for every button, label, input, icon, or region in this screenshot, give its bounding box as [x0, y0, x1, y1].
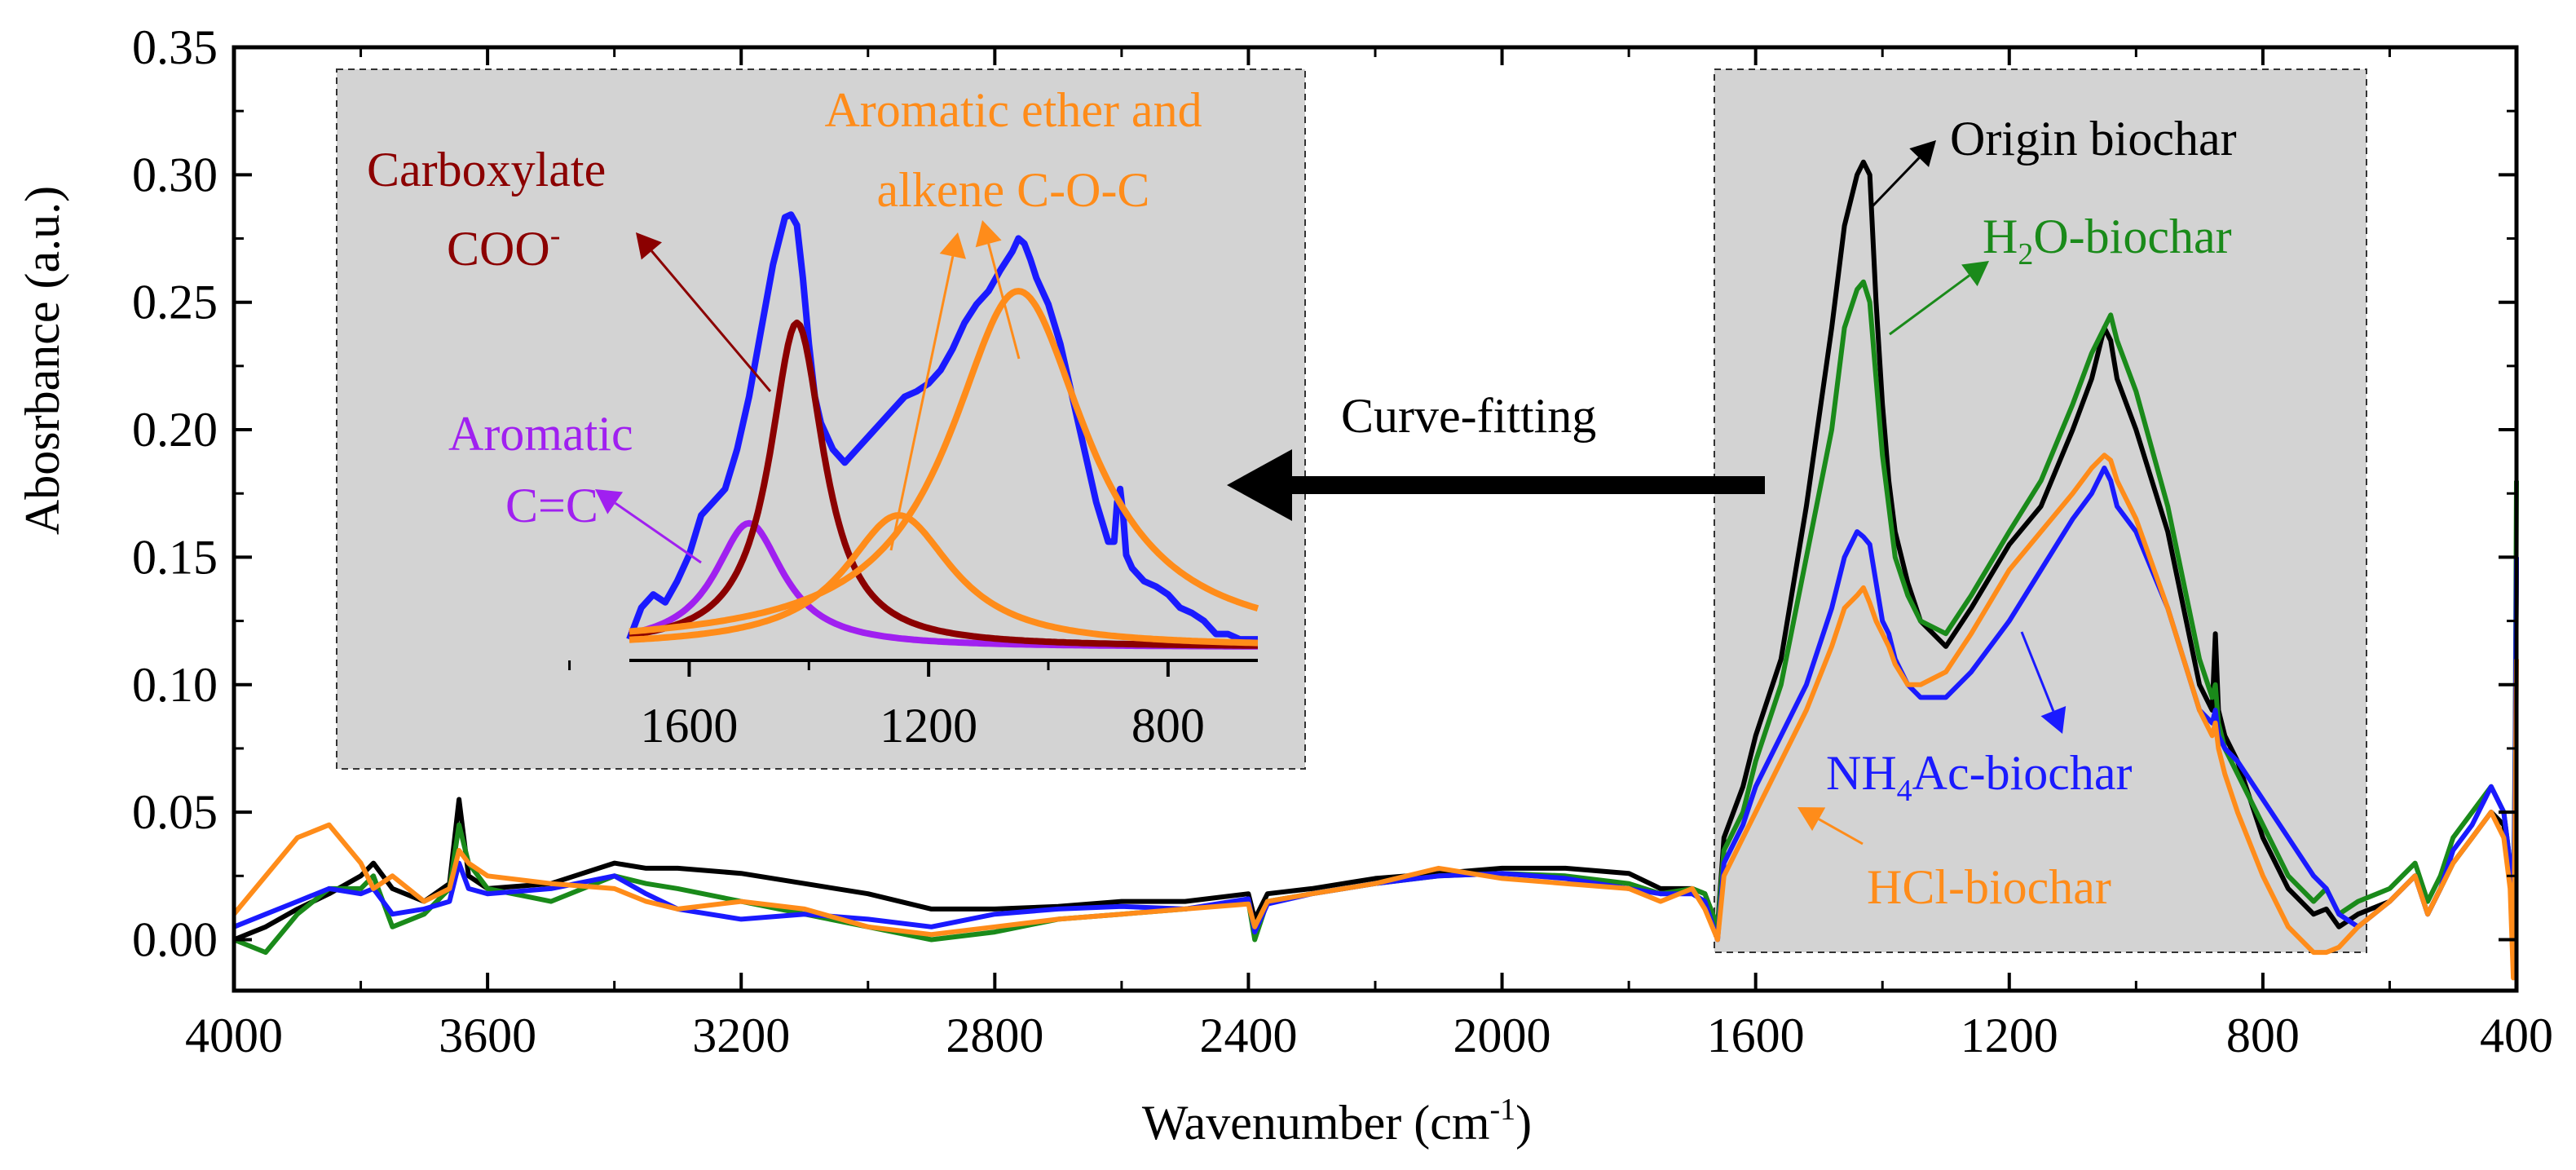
annot-cc: C=C	[505, 479, 598, 532]
c-o-c-arrow-2-shaft	[987, 243, 1021, 360]
series-line-1	[232, 279, 2519, 956]
y-tick-label: 0.05	[132, 785, 218, 839]
annot-curve-fitting: Curve-fitting	[1341, 389, 1596, 443]
curve-fitting-arrow	[1227, 449, 1765, 521]
hcl-arrow-head	[1797, 807, 1826, 832]
c-o-c-arrow-2-head	[975, 220, 1002, 248]
c-o-c-arrow-2	[975, 220, 1021, 360]
c-o-c-arrow-1-head	[939, 232, 966, 259]
series-line-3	[232, 453, 2519, 981]
annot-aromatic: Aromatic	[448, 407, 633, 461]
h2o-arrow	[1889, 261, 1989, 336]
y-tick-label: 0.00	[132, 912, 218, 966]
y-tick-label: 0.25	[132, 276, 218, 329]
nh4ac-arrow-shaft	[2020, 631, 2055, 712]
inset-curve-3	[629, 512, 1259, 647]
y-tick-label: 0.10	[132, 658, 218, 712]
x-tick-label: 400	[2480, 1009, 2553, 1062]
annot-hcl-biochar: HCl-biochar	[1867, 860, 2111, 914]
annot-alkene-coc: alkene C-O-C	[877, 163, 1150, 217]
aromatic-arrow	[595, 489, 702, 564]
carboxylate-arrow-head	[636, 232, 662, 260]
highlight-region	[1714, 68, 2367, 953]
h2o-arrow-shaft	[1889, 274, 1970, 336]
x-tick-label: 2800	[946, 1009, 1043, 1062]
x-tick-label: 3200	[692, 1009, 790, 1062]
nh4ac-arrow-head	[2040, 706, 2067, 734]
nh4ac-arrow	[2020, 631, 2067, 734]
h2o-arrow-head	[1961, 261, 1989, 287]
x-tick-label: 1600	[1707, 1009, 1805, 1062]
inset-x-tick-label: 800	[1131, 699, 1205, 753]
x-tick-label: 2000	[1453, 1009, 1551, 1062]
y-tick-label: 0.20	[132, 403, 218, 457]
annot-aromatic-ether: Aromatic ether and	[824, 83, 1202, 137]
y-axis-label: Abosrbance (a.u.)	[15, 186, 69, 535]
y-tick-label: 0.35	[132, 20, 218, 74]
inset-x-tick-label: 1200	[880, 699, 977, 753]
x-axis-label: Wavenumber (cm-1)	[1142, 1093, 1532, 1150]
x-tick-label: 800	[2226, 1009, 2300, 1062]
inset-curve-0	[626, 211, 1258, 643]
series-line-2	[232, 466, 2519, 943]
inset-curve-4	[629, 288, 1259, 635]
y-tick-label: 0.30	[132, 148, 218, 201]
curve-fitting-arrow-head	[1227, 449, 1292, 521]
x-tick-label: 1200	[1961, 1009, 2058, 1062]
origin-arrow-head	[1909, 140, 1936, 168]
annot-h2o-biochar: H2O-biochar	[1983, 210, 2232, 272]
annot-carboxylate: Carboxylate	[367, 143, 606, 196]
inset-curve-2	[629, 319, 1259, 649]
annot-origin-biochar: Origin biochar	[1950, 112, 2237, 166]
hcl-arrow	[1797, 807, 1864, 845]
x-tick-label: 2400	[1199, 1009, 1297, 1062]
x-tick-label: 3600	[439, 1009, 536, 1062]
origin-arrow-shaft	[1869, 157, 1921, 210]
inset-x-tick-label: 1600	[640, 699, 738, 753]
annot-coo: COO-	[447, 219, 560, 276]
carboxylate-arrow-shaft	[651, 249, 772, 392]
y-tick-label: 0.15	[132, 530, 218, 584]
series-line-0	[232, 159, 2519, 943]
c-o-c-arrow-1	[889, 232, 966, 551]
annot-nh4ac-biochar: NH4Ac-biochar	[1826, 746, 2133, 808]
origin-arrow	[1869, 140, 1936, 210]
hcl-arrow-shaft	[1818, 818, 1864, 845]
x-tick-label: 4000	[185, 1009, 283, 1062]
c-o-c-arrow-1-shaft	[889, 256, 955, 551]
carboxylate-arrow	[636, 232, 772, 392]
aromatic-arrow-head	[595, 489, 624, 514]
aromatic-arrow-shaft	[614, 501, 702, 564]
